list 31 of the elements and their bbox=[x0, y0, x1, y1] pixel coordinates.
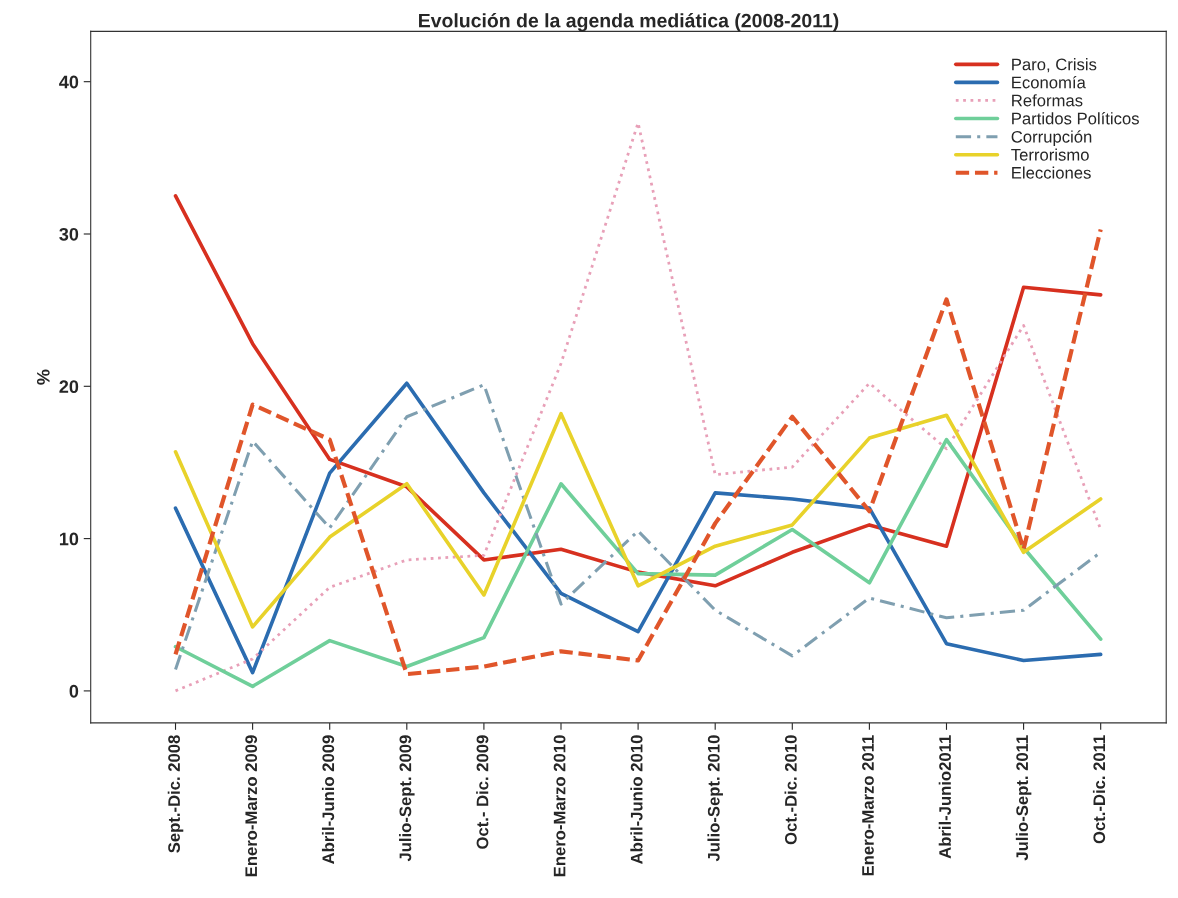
legend-label: Paro, Crisis bbox=[1012, 58, 1097, 73]
y-tick-label: 30 bbox=[59, 227, 79, 241]
y-tick-label: 10 bbox=[59, 532, 79, 546]
legend-label: Corrupción bbox=[1011, 130, 1092, 146]
line-series bbox=[173, 411, 1103, 629]
legend-label: Elecciones bbox=[1012, 166, 1091, 179]
x-tick-label: Oct.-Dic. 2011 bbox=[1092, 735, 1106, 844]
x-tick-label: Julio-Sept. 2010 bbox=[707, 735, 723, 862]
line-series bbox=[173, 227, 1103, 677]
y-tick-label: 40 bbox=[59, 75, 79, 89]
y-tick-label: 20 bbox=[59, 380, 79, 394]
x-tick-label: Abril-Junio2011 bbox=[938, 735, 951, 859]
x-tick-label: Julio-Sept. 2011 bbox=[1015, 735, 1032, 861]
x-tick-label: Enero-Marzo 2011 bbox=[862, 735, 874, 876]
x-tick-label: Enero-Marzo 2010 bbox=[553, 735, 566, 877]
x-tick-label: Sept.-Dic. 2008 bbox=[167, 735, 184, 853]
x-tick-label: Abril-Junio 2010 bbox=[630, 735, 643, 864]
chart-title: Evolución de la agenda mediática (2008-2011) bbox=[419, 13, 839, 32]
y-tick-label: 0 bbox=[69, 684, 79, 698]
line-series bbox=[173, 437, 1103, 689]
legend-label: Terrorismo bbox=[1011, 148, 1089, 161]
legend-label: Partidos Políticos bbox=[1012, 112, 1139, 125]
x-tick-label: Abril-Junio 2009 bbox=[321, 735, 335, 864]
x-tick-label: Enero-Marzo 2009 bbox=[245, 735, 258, 877]
legend-label: Economía bbox=[1012, 75, 1086, 89]
x-tick-label: Oct.-Dic. 2010 bbox=[784, 735, 797, 845]
x-tick-label: Oct.- Dic. 2009 bbox=[476, 735, 489, 849]
line-series bbox=[173, 194, 1103, 588]
legend-label: Reformas bbox=[1012, 94, 1083, 107]
y-axis-title: % bbox=[36, 369, 50, 385]
x-tick-label: Julio-Sept. 2009 bbox=[399, 735, 415, 862]
